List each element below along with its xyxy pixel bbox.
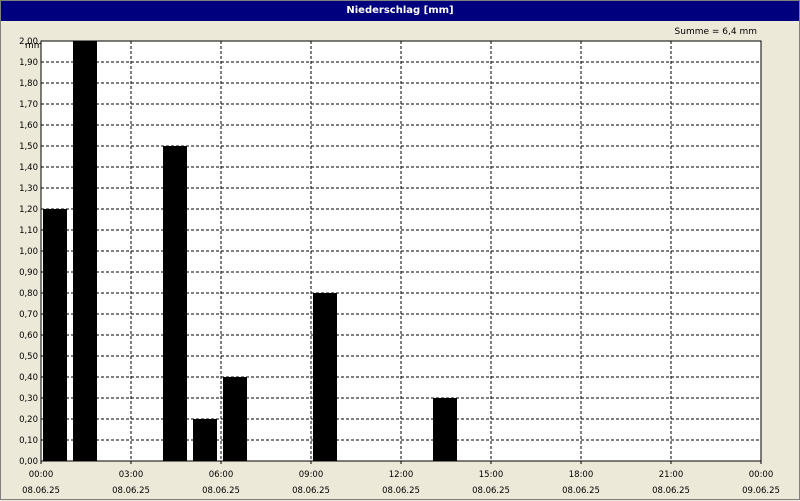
y-tick-label: 0,80 bbox=[19, 289, 38, 299]
x-tick-time-label: 00:00 bbox=[749, 470, 774, 480]
window-title: Niederschlag [mm] bbox=[1, 1, 799, 21]
y-tick-label: 0,50 bbox=[19, 352, 38, 362]
y-tick-label: 2,00 bbox=[19, 37, 38, 47]
x-tick-date-label: 08.06.25 bbox=[472, 486, 510, 496]
y-tick-label: 0,40 bbox=[19, 373, 38, 383]
x-tick-date-label: 08.06.25 bbox=[382, 486, 420, 496]
y-tick-label: 1,50 bbox=[19, 142, 38, 152]
y-tick-label: 1,30 bbox=[19, 184, 38, 194]
x-tick-time-label: 09:00 bbox=[299, 470, 324, 480]
x-tick-date-label: 08.06.25 bbox=[652, 486, 690, 496]
x-tick-date-label: 08.06.25 bbox=[202, 486, 240, 496]
y-tick-label: 1,70 bbox=[19, 100, 38, 110]
y-tick-label: 1,00 bbox=[19, 247, 38, 257]
y-tick-label: 0,20 bbox=[19, 415, 38, 425]
precipitation-bar bbox=[193, 419, 217, 461]
x-tick-time-label: 15:00 bbox=[479, 470, 504, 480]
plot-frame bbox=[40, 40, 762, 462]
precipitation-bar bbox=[163, 146, 187, 461]
x-tick-time-label: 21:00 bbox=[659, 470, 684, 480]
y-tick-label: 0,90 bbox=[19, 268, 38, 278]
precipitation-bar bbox=[43, 209, 67, 461]
precipitation-bar bbox=[313, 293, 337, 461]
y-tick-label: 1,90 bbox=[19, 58, 38, 68]
precipitation-bar bbox=[433, 398, 457, 461]
sum-label: Summe = 6,4 mm bbox=[674, 27, 757, 37]
x-tick-time-label: 12:00 bbox=[389, 470, 414, 480]
y-tick-label: 1,20 bbox=[19, 205, 38, 215]
x-tick-time-label: 03:00 bbox=[119, 470, 144, 480]
x-tick-date-label: 08.06.25 bbox=[562, 486, 600, 496]
x-tick-time-label: 06:00 bbox=[209, 470, 234, 480]
y-tick-label: 1,80 bbox=[19, 79, 38, 89]
y-tick-label: 0,70 bbox=[19, 310, 38, 320]
y-tick-label: 0,10 bbox=[19, 436, 38, 446]
x-tick-time-label: 18:00 bbox=[569, 470, 594, 480]
x-tick-date-label: 09.06.25 bbox=[742, 486, 780, 496]
y-tick-label: 1,10 bbox=[19, 226, 38, 236]
y-tick-label: 0,30 bbox=[19, 394, 38, 404]
y-axis-unit: mm bbox=[25, 41, 43, 51]
y-tick-label: 0,00 bbox=[19, 457, 38, 467]
precipitation-bar bbox=[223, 377, 247, 461]
y-tick-label: 1,40 bbox=[19, 163, 38, 173]
x-tick-date-label: 08.06.25 bbox=[22, 486, 60, 496]
x-tick-time-label: 00:00 bbox=[29, 470, 54, 480]
y-tick-label: 0,60 bbox=[19, 331, 38, 341]
precipitation-bar bbox=[73, 41, 97, 461]
y-tick-label: 1,60 bbox=[19, 121, 38, 131]
x-tick-date-label: 08.06.25 bbox=[292, 486, 330, 496]
x-tick-date-label: 08.06.25 bbox=[112, 486, 150, 496]
